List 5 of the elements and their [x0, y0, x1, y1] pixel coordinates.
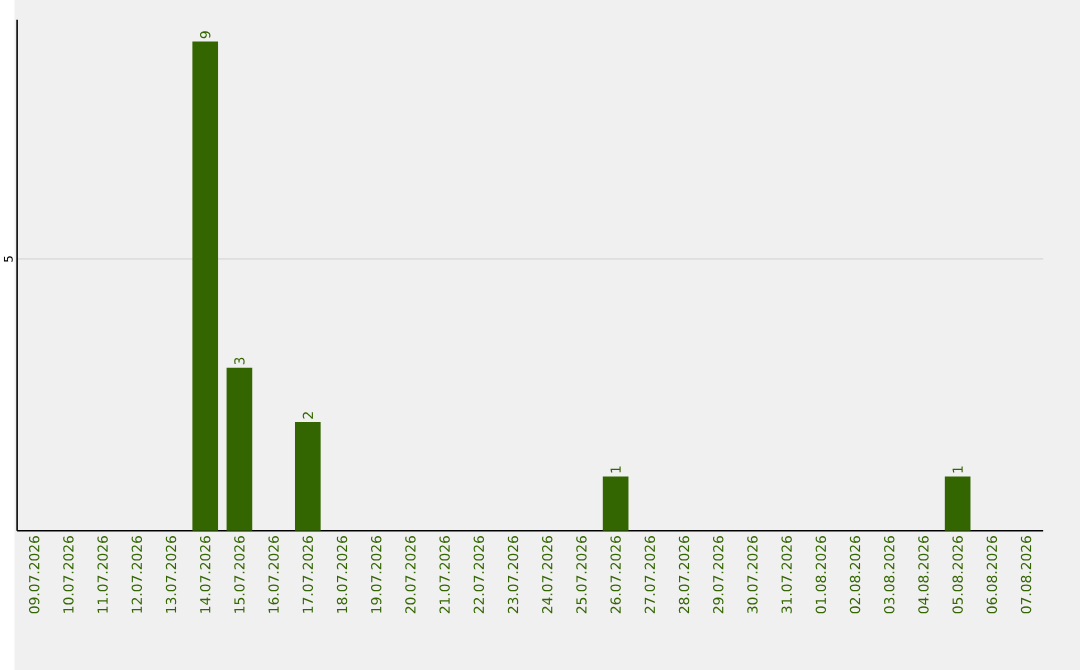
bar — [294, 421, 321, 531]
bar — [226, 367, 253, 531]
bar — [944, 475, 971, 531]
bar — [192, 41, 219, 531]
bar — [602, 475, 629, 531]
